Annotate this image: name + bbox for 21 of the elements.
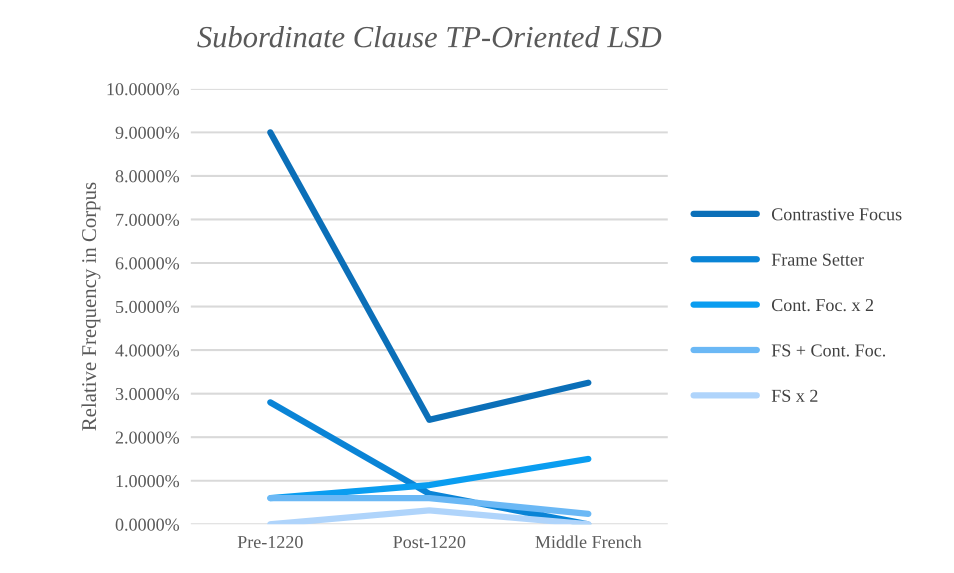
y-tick-label: 3.0000% <box>116 388 180 400</box>
y-tick-label: 0.0000% <box>116 518 180 531</box>
y-tick-label: 8.0000% <box>116 170 180 182</box>
legend-label: Contrastive Focus <box>772 208 902 220</box>
y-tick-label: 9.0000% <box>116 126 180 139</box>
y-axis-title: Relative Frequency in Corpus <box>81 182 100 431</box>
x-tick-label: Pre-1220 <box>238 536 303 548</box>
x-tick-label: Middle French <box>535 535 642 548</box>
y-tick-label: 6.0000% <box>116 257 180 270</box>
y-tick-label: 2.0000% <box>116 431 180 444</box>
x-tick-label: Post-1220 <box>393 536 466 548</box>
legend-label: FS x 2 <box>772 390 818 402</box>
legend-label: Cont. Foc. x 2 <box>772 298 874 312</box>
legend-label: Frame Setter <box>772 254 864 266</box>
legend-label: FS + Cont. Foc. <box>772 344 886 357</box>
chart-title: Subordinate Clause TP-Oriented LSD <box>197 26 662 48</box>
y-tick-label: 4.0000% <box>115 344 180 357</box>
y-tick-label: 5.0000% <box>116 300 180 314</box>
y-tick-label: 1.0000% <box>116 475 180 488</box>
y-tick-label: 10.0000% <box>108 83 180 96</box>
y-tick-label: 7.0000% <box>116 214 180 226</box>
